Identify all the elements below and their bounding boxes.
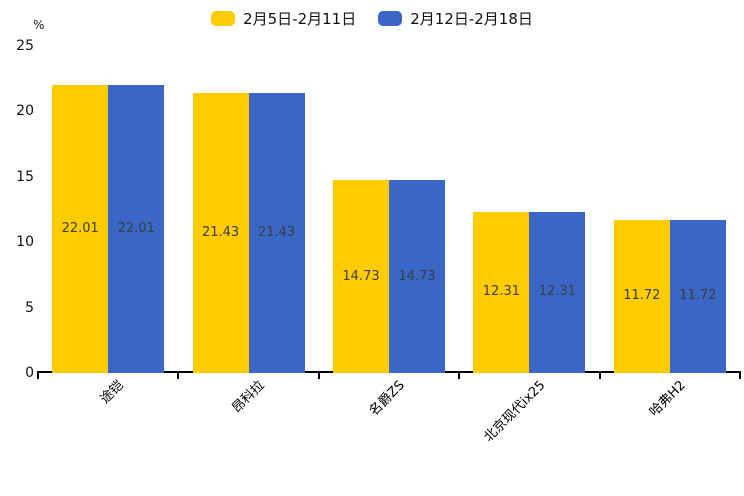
y-axis-tick-label: 20 (16, 103, 34, 120)
y-axis-tick-label: 10 (16, 234, 34, 251)
bar-series-2 (529, 211, 586, 373)
bar-value-label: 11.72 (623, 288, 661, 304)
y-axis-unit-label: % (33, 18, 45, 32)
legend-series-label: 2月5日-2月11日 (243, 9, 357, 28)
y-axis-tick-label: 5 (25, 299, 34, 316)
x-axis-category-label: 途铠 (97, 378, 127, 408)
y-axis-tick-label: 25 (16, 38, 34, 54)
bar-series-1 (473, 211, 530, 373)
legend-swatch-icon (378, 10, 403, 26)
bar-value-label: 21.43 (201, 224, 240, 240)
legend-item: 2月12日-2月18日 (378, 8, 533, 29)
bar-series-1 (52, 85, 109, 373)
legend-swatch-icon (211, 10, 236, 26)
x-axis-tick (739, 371, 741, 379)
bar-value-label: 22.01 (117, 221, 155, 237)
bar-series-2 (248, 92, 305, 373)
bar-series-2 (108, 85, 165, 373)
x-axis-category-label: 名爵ZS (366, 378, 408, 420)
legend-series-label: 2月12日-2月18日 (410, 9, 533, 28)
x-axis-tick (598, 371, 601, 379)
bar-value-label: 21.43 (257, 224, 296, 240)
bar-value-label: 12.31 (538, 284, 576, 300)
bar-series-2 (669, 219, 726, 373)
bar-value-label: 14.73 (398, 268, 436, 284)
x-axis-tick (177, 371, 180, 379)
y-axis-tick-label: 0 (25, 365, 34, 381)
x-axis-tick (37, 371, 39, 379)
x-axis-category-label: 昂科拉 (229, 378, 268, 417)
bar-value-label: 22.01 (61, 221, 99, 237)
bar-value-label: 12.31 (482, 284, 520, 300)
x-axis-tick (317, 371, 320, 379)
x-axis-category-label: 北京现代ix25 (480, 378, 549, 446)
x-axis-category-label: 哈弗H2 (646, 378, 689, 420)
x-axis-tick (458, 371, 461, 379)
bar-series-2 (389, 180, 445, 373)
legend-item: 2月5日-2月11日 (211, 8, 356, 29)
y-axis-tick-label: 15 (16, 168, 34, 185)
bar-series-1 (333, 180, 389, 373)
bar-series-1 (613, 219, 670, 373)
bar-value-label: 14.73 (342, 268, 380, 284)
bar-value-label: 11.72 (679, 288, 717, 304)
legend: 2月5日-2月11日 2月12日-2月18日 (0, 6, 744, 30)
bar-series-1 (192, 92, 249, 373)
